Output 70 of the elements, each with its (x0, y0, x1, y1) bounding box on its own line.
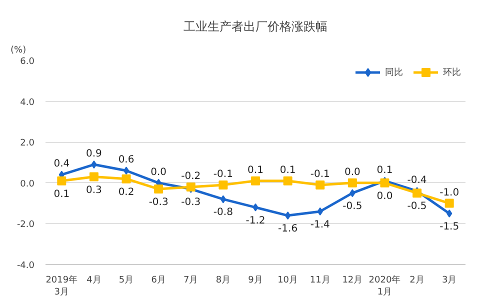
point (91, 160, 97, 169)
point (348, 178, 357, 188)
point (283, 176, 292, 186)
x-tick-label: 3月 (442, 276, 457, 286)
data-label: -0.3 (181, 197, 201, 208)
y-axis-title: (%) (10, 46, 26, 56)
data-label: 0.1 (280, 164, 296, 176)
data-label: -0.4 (407, 175, 427, 186)
data-label: -0.5 (407, 201, 427, 212)
y-tick-label: -4.0 (16, 261, 35, 271)
data-label: 0.9 (86, 148, 102, 160)
x-tick-label: 11月 (310, 276, 330, 286)
point (284, 212, 291, 220)
point (446, 210, 452, 218)
x-tick-label: 8月 (216, 276, 231, 286)
data-label: -0.3 (148, 197, 168, 208)
y-tick-label: 6.0 (20, 57, 35, 67)
data-label: -0.1 (310, 168, 330, 180)
y-tick-label: -2.0 (16, 220, 35, 230)
point (122, 174, 131, 184)
point (154, 184, 164, 194)
point (412, 188, 422, 198)
data-label: -1.5 (440, 222, 460, 232)
point (316, 180, 325, 190)
x-tick-label: 5月 (118, 276, 134, 286)
data-label: 0.0 (376, 190, 393, 202)
data-label: -1.2 (246, 215, 266, 226)
data-label: -1.4 (310, 219, 330, 230)
y-tick-label: 2.0 (20, 138, 35, 149)
x-tick-label: 10月 (278, 276, 298, 286)
data-label: 0.4 (54, 158, 70, 170)
data-label: -0.1 (213, 168, 233, 180)
point (317, 207, 323, 216)
point (89, 172, 98, 182)
x-tick-label: 4月 (86, 276, 102, 286)
data-label: 0.0 (344, 166, 360, 178)
point (380, 178, 390, 188)
point (444, 198, 454, 208)
data-label: 0.2 (118, 186, 134, 198)
chart-title: 工业生产者出厂价格涨跌幅 (184, 20, 328, 34)
point (218, 180, 228, 190)
point (251, 176, 260, 186)
data-label: -0.8 (213, 207, 233, 218)
x-tick-label: 9月 (248, 276, 263, 286)
point (220, 195, 226, 204)
data-label: -1.0 (440, 187, 460, 198)
x-tick-label: 2019年 3月 (46, 274, 78, 298)
y-tick-label: 4.0 (20, 98, 35, 108)
point (57, 176, 66, 186)
point (350, 189, 356, 198)
x-tick-label: 6月 (151, 276, 166, 286)
point (252, 203, 258, 212)
point (123, 166, 130, 175)
data-label: -1.6 (278, 224, 298, 235)
x-tick-label: 12月 (342, 276, 363, 286)
legend-label: 同比 (385, 66, 404, 78)
data-label: 0.6 (118, 154, 134, 166)
data-label: -0.5 (342, 201, 362, 212)
data-label: 0.1 (54, 188, 70, 200)
data-label: -0.2 (181, 170, 201, 182)
legend-label: 环比 (443, 66, 462, 78)
point (186, 182, 196, 192)
data-label: 0.1 (248, 164, 264, 176)
data-label: 0.3 (86, 184, 102, 196)
x-tick-label: 2月 (410, 276, 424, 286)
data-label: 0.0 (150, 166, 167, 178)
x-tick-label: 7月 (184, 276, 198, 286)
y-tick-label: 0.0 (20, 179, 35, 190)
data-label: 0.1 (376, 164, 393, 176)
x-tick-label: 2020年 1月 (368, 274, 401, 298)
